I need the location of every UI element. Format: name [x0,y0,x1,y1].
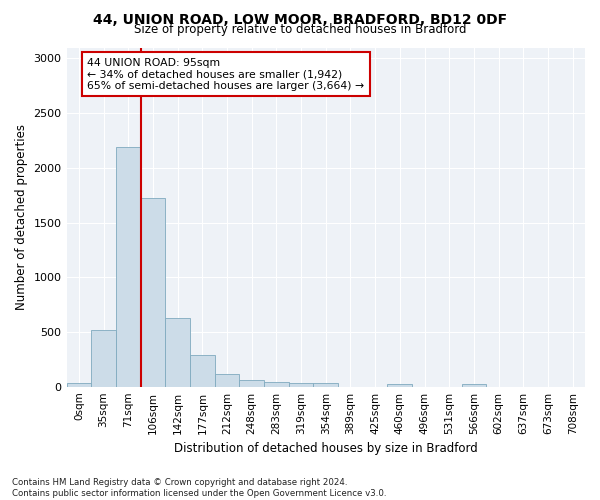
Bar [165,318,190,386]
Bar [140,198,165,386]
Text: Contains HM Land Registry data © Crown copyright and database right 2024.
Contai: Contains HM Land Registry data © Crown c… [12,478,386,498]
Y-axis label: Number of detached properties: Number of detached properties [15,124,28,310]
Bar [461,384,486,386]
Bar [215,374,239,386]
Bar [116,147,140,386]
X-axis label: Distribution of detached houses by size in Bradford: Distribution of detached houses by size … [174,442,478,455]
Text: 44 UNION ROAD: 95sqm
← 34% of detached houses are smaller (1,942)
65% of semi-de: 44 UNION ROAD: 95sqm ← 34% of detached h… [87,58,364,91]
Text: Size of property relative to detached houses in Bradford: Size of property relative to detached ho… [134,22,466,36]
Bar [239,380,264,386]
Bar [264,382,289,386]
Bar [190,356,215,386]
Bar [91,330,116,386]
Bar [388,384,412,386]
Bar [313,383,338,386]
Text: 44, UNION ROAD, LOW MOOR, BRADFORD, BD12 0DF: 44, UNION ROAD, LOW MOOR, BRADFORD, BD12… [93,12,507,26]
Bar [67,384,91,386]
Bar [289,383,313,386]
